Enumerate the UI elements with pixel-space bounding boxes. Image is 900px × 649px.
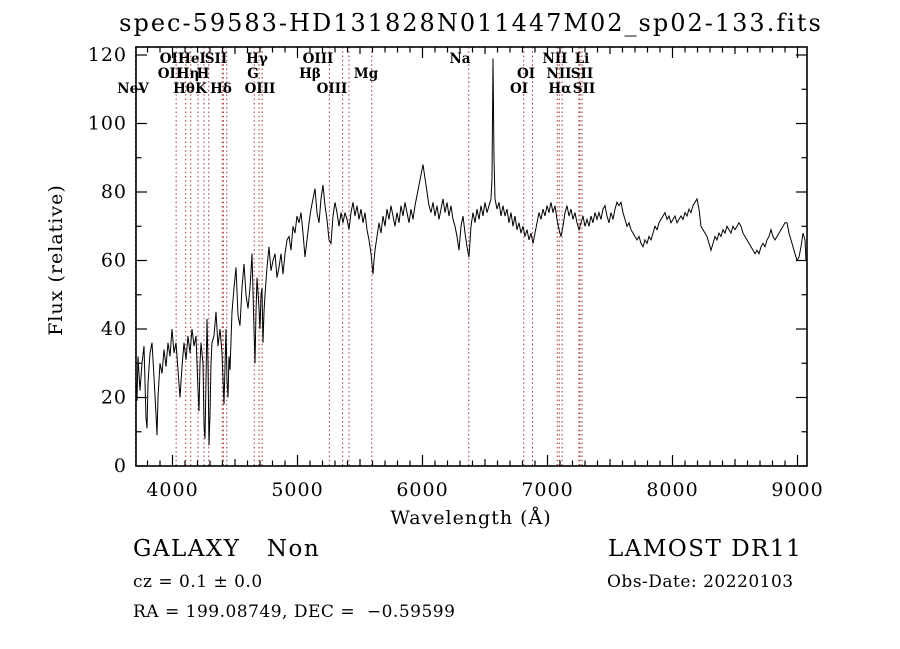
spectral-line-label: SII	[205, 51, 227, 67]
spectral-line-label: H	[197, 66, 210, 82]
ra-dec-value: RA = 199.08749, DEC = −0.59599	[133, 602, 456, 622]
y-tick-label: 80	[101, 181, 127, 203]
spectral-line-label: SII	[571, 66, 593, 82]
spectral-line-labels-group: NeVOIIOIIHθHeIHηKSIIHHδHγGOIIIOIIIHβOIII…	[117, 51, 595, 97]
y-axis-label: Flux (relative)	[45, 184, 67, 336]
spectral-lines-group	[135, 47, 583, 466]
spectral-line-label: HeI	[178, 51, 206, 67]
spectral-line-label: Li	[575, 51, 590, 67]
y-tick-label: 0	[114, 455, 127, 477]
x-tick-label: 8000	[646, 479, 698, 501]
x-tick-label: 7000	[521, 479, 573, 501]
y-tick-label: 60	[101, 250, 127, 272]
x-tick-label: 9000	[771, 479, 823, 501]
x-tick-label: 5000	[271, 479, 323, 501]
tick-labels-group: 4000 5000 6000 7000 8000 9000 0 20 40 60 80 100 120	[88, 44, 823, 501]
x-tick-label: 4000	[146, 479, 198, 501]
y-tick-label: 20	[101, 387, 127, 409]
plot-title: spec-59583-HD131828N011447M02_sp02-133.f…	[119, 9, 823, 37]
y-tick-label: 100	[88, 113, 127, 135]
spectral-line-label: NII	[547, 66, 572, 82]
spectral-line-label: SII	[573, 81, 595, 97]
spectral-line-label: Na	[449, 51, 470, 67]
x-axis-label: Wavelength (Å)	[390, 507, 551, 529]
y-tick-label: 120	[88, 44, 127, 66]
cz-value: cz = 0.1 ± 0.0	[133, 572, 263, 592]
plot-border	[135, 46, 808, 467]
y-tick-label: 40	[101, 318, 127, 340]
x-tick-label: 6000	[396, 479, 448, 501]
spectral-line-label: NII	[543, 51, 568, 67]
spectral-line-label: OIII	[245, 81, 276, 97]
spectral-line-label: Hβ	[299, 66, 321, 82]
spectral-line-label: OI	[517, 66, 535, 82]
spectral-line-label: Hα	[548, 81, 572, 97]
spectrum-trace	[135, 58, 807, 446]
spectral-line-label: Hη	[177, 66, 200, 82]
spectral-line-label: Hγ	[246, 51, 268, 67]
object-class-label: GALAXY Non	[133, 536, 321, 562]
spectral-line-label: G	[247, 66, 259, 82]
spectral-line-label: OII	[158, 66, 182, 82]
spectral-line-label: OII	[160, 51, 184, 67]
spectral-line-label: Hδ	[210, 81, 232, 97]
spectral-line-label: Hθ	[173, 81, 195, 97]
spectral-line-label: OIII	[317, 81, 348, 97]
spectral-line-label: Mg	[354, 66, 379, 82]
obs-date: Obs-Date: 20220103	[607, 572, 794, 592]
spectral-line-label: OIII	[303, 51, 334, 67]
spectral-line-label: K	[195, 81, 208, 97]
survey-release-label: LAMOST DR11	[608, 536, 803, 562]
axis-ticks-group	[136, 47, 807, 467]
spectral-line-label: OI	[510, 81, 528, 97]
spectral-line-label: NeV	[117, 81, 149, 97]
